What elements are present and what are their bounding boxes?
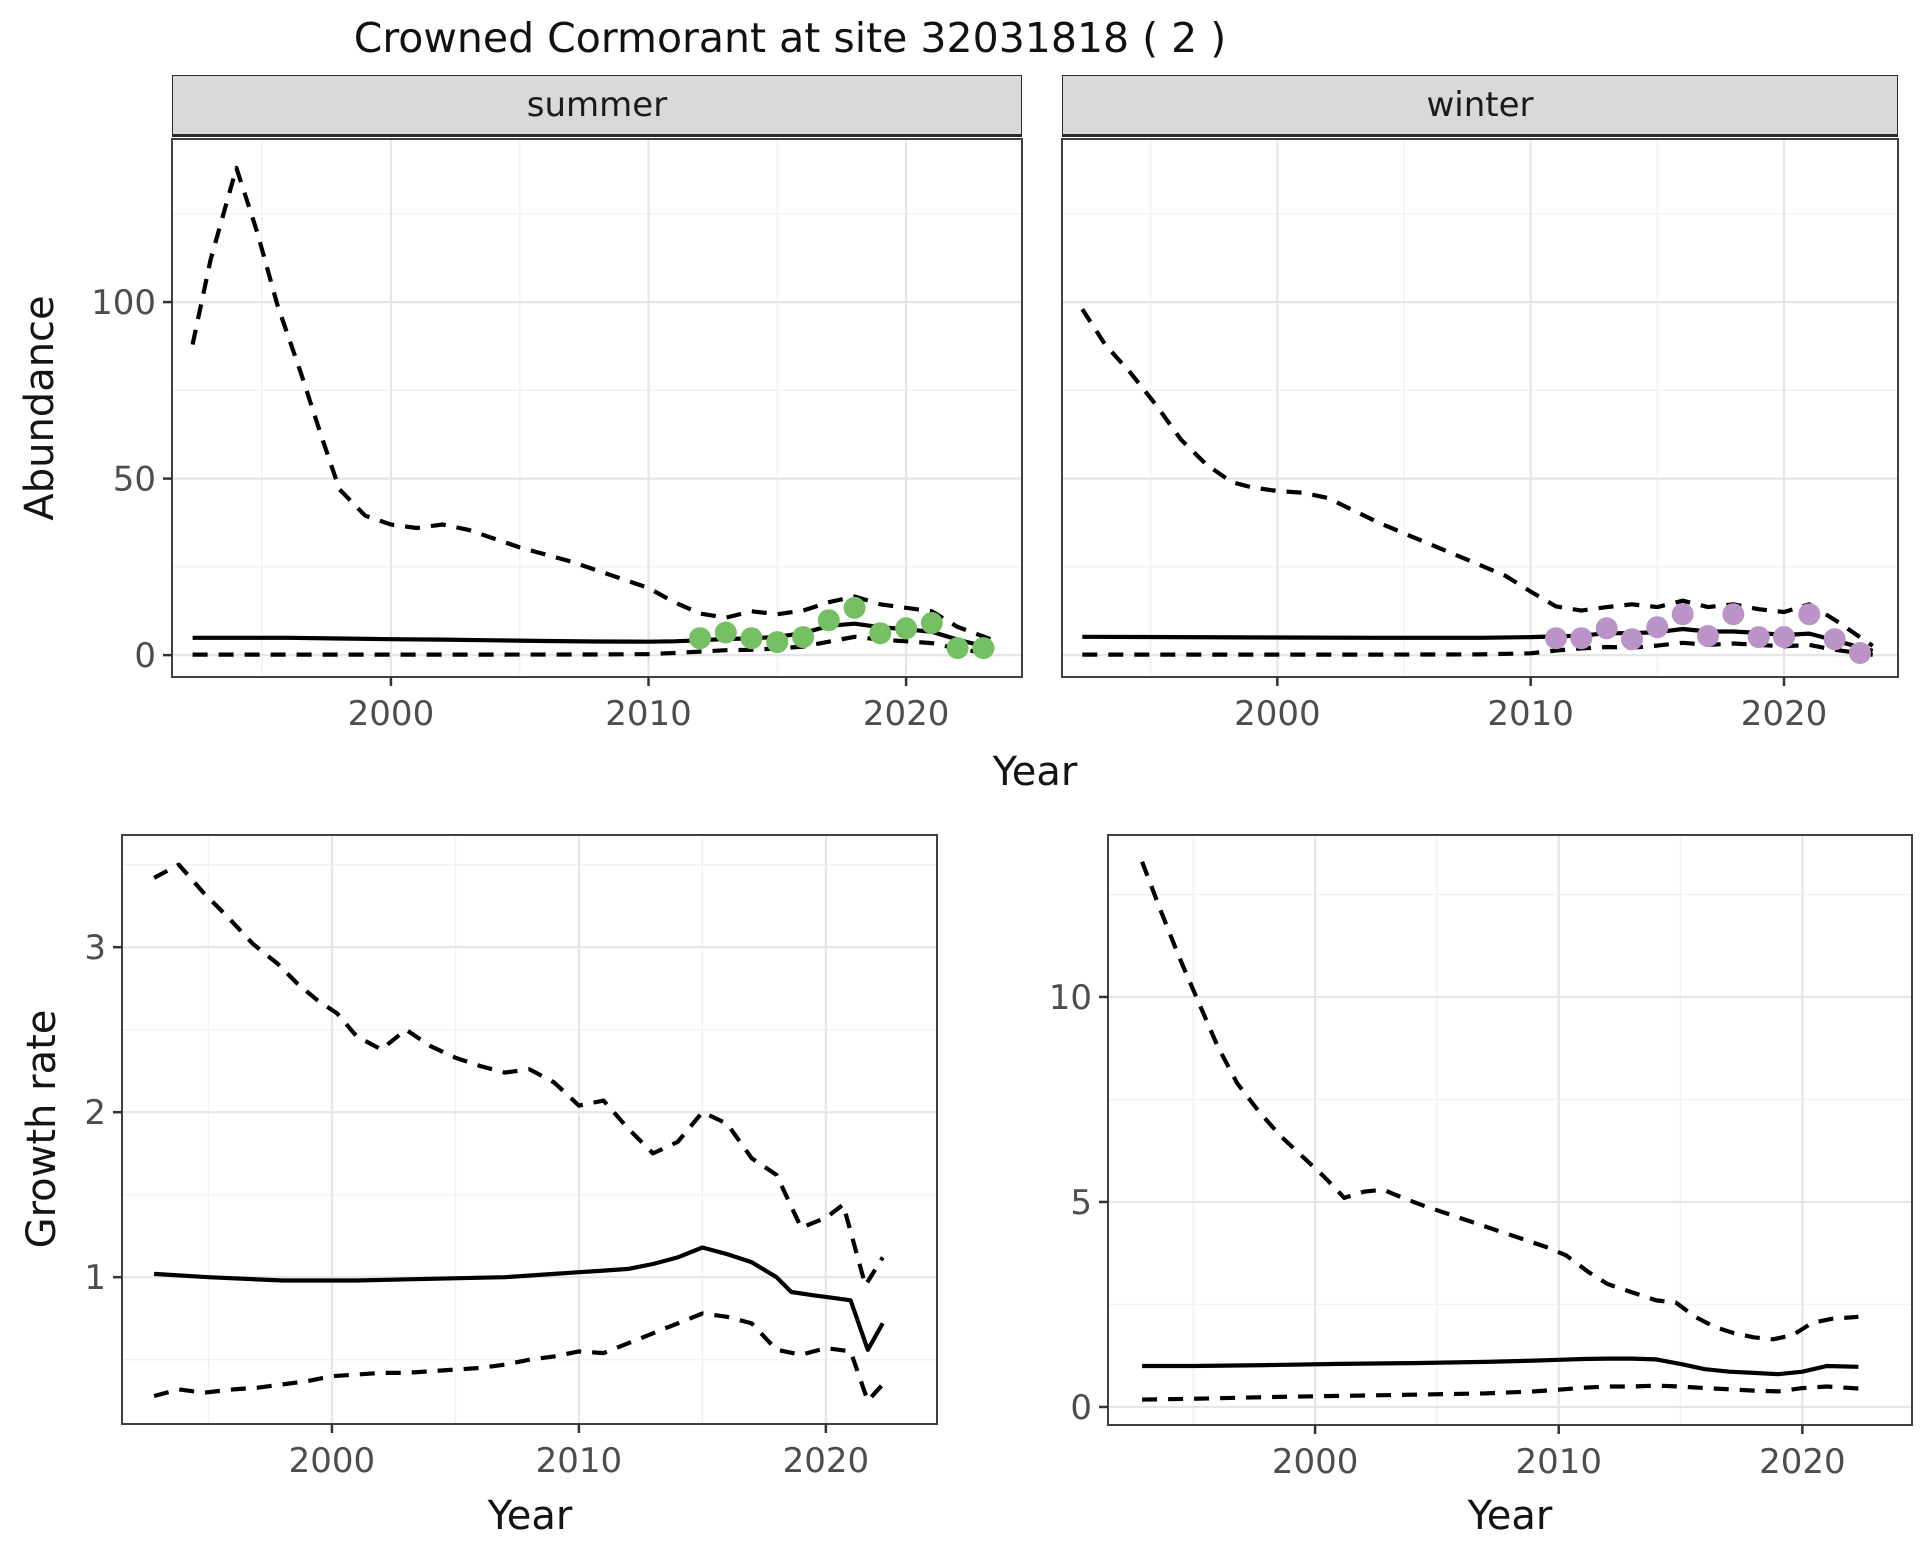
x-axis-summer: 2000 2010 2020 <box>348 677 950 734</box>
data-point <box>1773 626 1795 649</box>
x-tick-label: 2020 <box>783 1441 870 1481</box>
y-axis-summer: 0 50 100 <box>91 283 172 676</box>
x-tick-label: 2010 <box>605 694 692 734</box>
x-tick-label: 2000 <box>348 694 435 734</box>
gridlines-minor <box>172 139 1022 677</box>
y-tick-label: 1 <box>84 1258 106 1298</box>
y-tick-label: 2 <box>84 1093 106 1133</box>
x-axis-title-year-top: Year <box>992 749 1078 795</box>
panel-growth: 2000 2010 2020 1 2 3 <box>84 834 938 1481</box>
x-tick-label: 2020 <box>863 694 950 734</box>
facet-strip-winter: winter <box>1062 75 1898 137</box>
series-upper_ci <box>1140 860 1859 1342</box>
data-point <box>1722 603 1745 626</box>
data-point <box>1697 625 1719 647</box>
x-tick-label: 2020 <box>1741 694 1828 734</box>
x-tick-label: 2000 <box>1234 694 1321 734</box>
x-tick-label: 2010 <box>1487 694 1574 734</box>
y-tick-label: 0 <box>134 636 156 676</box>
facet-strip-winter-label: winter <box>1426 85 1534 125</box>
data-point <box>1545 627 1567 650</box>
data-point <box>792 626 815 649</box>
y-axis-ws: 0 5 10 <box>1049 978 1108 1428</box>
x-tick-label: 2010 <box>1515 1442 1602 1482</box>
gridlines-major <box>1062 139 1898 677</box>
x-axis-growth: 2000 2010 2020 <box>289 1424 869 1481</box>
x-axis-title-year-growth: Year <box>487 1493 573 1539</box>
data-point <box>869 622 892 645</box>
panel-summer: 2000 2010 2020 0 50 100 <box>91 138 1023 734</box>
y-tick-label: 3 <box>84 928 106 968</box>
y-tick-label: 50 <box>113 460 156 500</box>
points-observed_counts <box>689 596 995 660</box>
x-tick-label: 2000 <box>1272 1442 1359 1482</box>
series-lower_ci <box>192 634 995 657</box>
x-axis-ws: 2000 2010 2020 <box>1272 1425 1846 1482</box>
y-tick-label: 5 <box>1070 1183 1092 1223</box>
x-axis-winter: 2000 2010 2020 <box>1234 677 1827 734</box>
data-point <box>946 637 969 660</box>
plot-title: Crowned Cormorant at site 32031818 ( 2 ) <box>353 14 1227 62</box>
data-point <box>1621 628 1643 651</box>
data-point <box>714 621 737 644</box>
points-observed_counts <box>1545 603 1871 664</box>
series-lower_ci <box>1142 1383 1859 1402</box>
x-axis-title-year-ws: Year <box>1467 1493 1553 1539</box>
series-mean <box>1142 1356 1859 1377</box>
facet-strip-summer-label: summer <box>526 85 668 125</box>
facet-strip-summer: summer <box>172 75 1022 137</box>
gridlines-major <box>172 139 1022 677</box>
panel-ws: 2000 2010 2020 0 5 10 <box>1049 834 1913 1482</box>
data-point <box>1671 603 1694 626</box>
data-point <box>1570 627 1593 650</box>
data-point <box>895 617 918 640</box>
y-tick-label: 0 <box>1070 1388 1092 1428</box>
gridlines-minor <box>1108 835 1912 1425</box>
series-lower_ci <box>153 1311 885 1403</box>
y-tick-label: 100 <box>91 283 156 323</box>
data-point <box>1849 642 1871 664</box>
y-axis-growth: 1 2 3 <box>84 928 122 1298</box>
data-point <box>1595 617 1618 640</box>
data-point <box>1747 626 1770 649</box>
series-mean <box>153 1245 885 1352</box>
x-tick-label: 2020 <box>1759 1442 1846 1482</box>
gridlines-major <box>1108 835 1912 1425</box>
x-tick-label: 2010 <box>536 1441 623 1481</box>
data-point <box>740 627 763 650</box>
data-point <box>843 596 866 619</box>
data-point <box>1798 603 1821 626</box>
series-upper_ci <box>153 862 885 1288</box>
data-point <box>1646 616 1669 639</box>
data-point <box>1823 628 1846 651</box>
data-point <box>817 609 840 632</box>
data-point <box>920 612 943 634</box>
data-point <box>972 637 995 660</box>
data-point <box>689 627 711 650</box>
data-point <box>766 631 789 654</box>
series-upper_ci <box>190 165 995 643</box>
x-tick-label: 2000 <box>289 1441 376 1481</box>
panel-winter: 2000 2010 2020 <box>1061 138 1899 734</box>
y-tick-label: 10 <box>1049 978 1092 1018</box>
